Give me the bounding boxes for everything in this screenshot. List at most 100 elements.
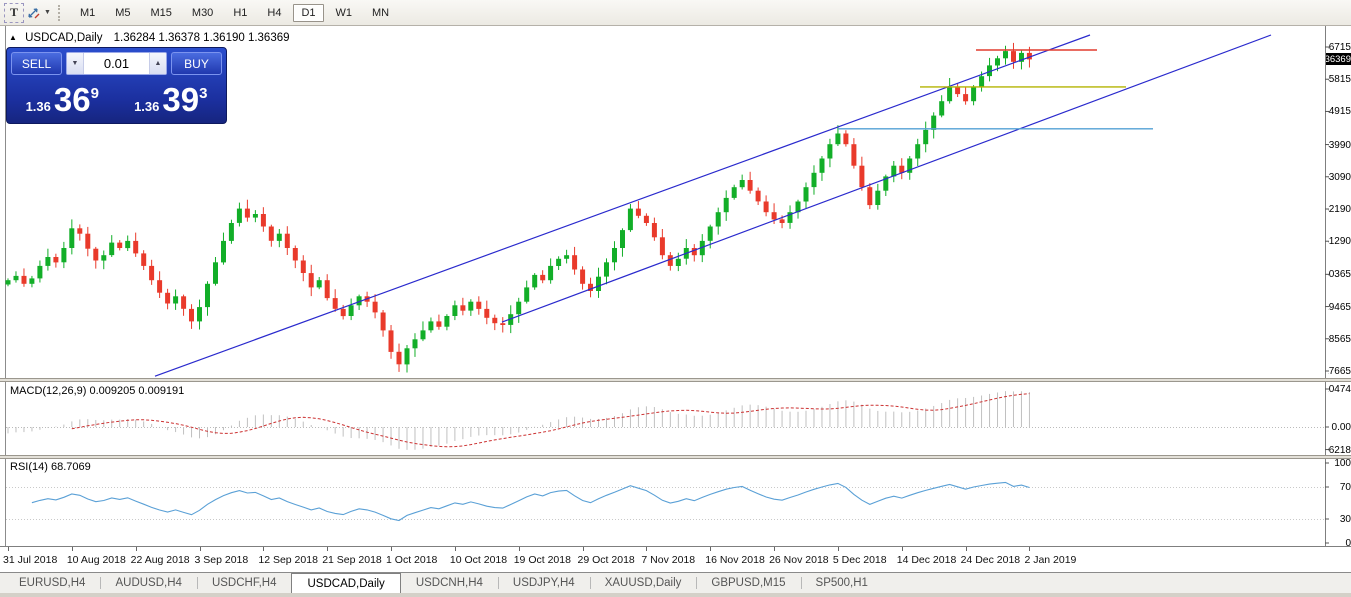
date-tick	[199, 547, 201, 551]
chart-tab-usdjpy-h4[interactable]: USDJPY,H4	[497, 573, 590, 593]
macd-axis-label: 0.010474	[1328, 384, 1351, 395]
volume-decrease-button[interactable]: ▼	[67, 53, 84, 74]
chart-tab-gbpusd-m15[interactable]: GBPUSD,M15	[696, 573, 800, 593]
sell-button[interactable]: SELL	[11, 52, 62, 75]
sell-price-display[interactable]: 1.36 36 9	[11, 79, 114, 119]
date-tick	[454, 547, 456, 551]
chart-symbol-title: USDCAD,Daily	[25, 32, 103, 44]
current-price-badge: 1.36369	[1326, 53, 1351, 66]
timeframe-button-m1[interactable]: M1	[79, 6, 96, 19]
price-axis-label: 1.36715	[1328, 42, 1351, 53]
timeframe-button-m5[interactable]: M5	[115, 6, 131, 19]
sell-price-big: 36	[53, 81, 91, 118]
price-axis-label: 1.29465	[1328, 301, 1351, 313]
volume-stepper: ▼ ▲	[66, 52, 167, 75]
date-axis-label: 19 Oct 2018	[513, 554, 571, 566]
timeframe-button-h4[interactable]: H4	[267, 6, 282, 19]
date-axis-label: 10 Oct 2018	[449, 554, 508, 566]
date-tick	[391, 547, 393, 551]
date-axis-label: 26 Nov 2018	[769, 554, 829, 566]
window-bottom-strip	[0, 593, 1351, 597]
chart-ohlc-quotes: 1.36284 1.36378 1.36190 1.36369	[113, 32, 290, 44]
chart-tab-audusd-h4[interactable]: AUDUSD,H4	[100, 573, 196, 593]
volume-input[interactable]	[84, 53, 149, 74]
price-axis-label: 1.32190	[1328, 203, 1351, 215]
chevron-down-icon: ▼	[44, 9, 51, 16]
price-axis-label: 1.34915	[1328, 106, 1351, 118]
timeframe-button-m30[interactable]: M30	[191, 6, 214, 19]
buy-price-pip: 3	[199, 85, 208, 102]
date-axis[interactable]: 31 Jul 2018 10 Aug 2018 22 Aug 2018 3 Sep 2…	[0, 546, 1351, 572]
toolbar: T ▼ M1 M5 M15 M30 H1 H4 D1 W1 MN	[0, 0, 1351, 26]
date-tick	[965, 547, 967, 551]
date-tick	[8, 547, 9, 551]
price-axis-label: 1.33090	[1328, 171, 1351, 183]
chart-tab-xauusd-daily[interactable]: XAUUSD,Daily	[589, 573, 697, 593]
date-tick	[327, 547, 329, 551]
buy-price-display[interactable]: 1.36 39 3	[120, 79, 223, 119]
one-click-trading-panel: SELL ▼ ▲ BUY 1.36 36 9 1.36 39 3	[6, 47, 227, 124]
date-tick	[135, 547, 137, 551]
chart-tab-eurusd-h4[interactable]: EURUSD,H4	[19, 577, 86, 589]
date-axis-label: 3 Sep 2018	[194, 554, 249, 566]
rsi-line	[31, 481, 1030, 522]
timeframe-button-h1[interactable]: H1	[233, 6, 248, 19]
chart-tab-sp500-h1[interactable]: SP500,H1	[800, 573, 883, 593]
rsi-axis-label: 0	[1345, 538, 1351, 549]
splitter-macd-rsi	[0, 455, 1351, 459]
candles-series[interactable]	[5, 42, 1032, 373]
channel-upper[interactable]	[154, 34, 1091, 377]
collapse-panel-icon[interactable]: ▲	[9, 33, 17, 42]
chart-header: ▲ USDCAD,Daily 1.36284 1.36378 1.36190 1…	[9, 32, 290, 44]
buy-button[interactable]: BUY	[171, 52, 222, 75]
chart-tab-usdcnh-h4[interactable]: USDCNH,H4	[415, 577, 483, 589]
timeframe-button-w1[interactable]: W1	[335, 6, 353, 19]
date-tick	[518, 547, 520, 551]
toolbar-grip[interactable]	[57, 4, 62, 21]
date-axis-label: 12 Sep 2018	[258, 554, 318, 566]
price-axis-label: 1.27665	[1328, 365, 1351, 377]
date-tick	[774, 547, 776, 551]
arrows-tool-button[interactable]: ▼	[26, 3, 51, 23]
date-axis-label: 24 Dec 2018	[960, 554, 1021, 566]
date-tick	[582, 547, 584, 551]
macd-axis-label: 0.00	[1331, 422, 1351, 433]
macd-histogram	[7, 391, 1030, 450]
timeframe-button-mn[interactable]: MN	[372, 6, 390, 19]
volume-increase-button[interactable]: ▲	[149, 53, 166, 74]
chart-tab-usdchf-h4[interactable]: USDCHF,H4	[196, 573, 292, 593]
date-tick	[71, 547, 73, 551]
macd-signal-line	[71, 393, 1030, 448]
date-axis-label: 31 Jul 2018	[3, 554, 58, 566]
date-tick	[1029, 547, 1031, 551]
buy-price-prefix: 1.36	[134, 99, 160, 114]
date-axis-label: 16 Nov 2018	[705, 554, 765, 566]
date-axis-label: 1 Oct 2018	[386, 554, 438, 566]
chart-tab-bar: EURUSD,H4 AUDUSD,H4 USDCHF,H4 USDCAD,Daily U…	[0, 572, 1351, 593]
chart-window: ▲ USDCAD,Daily 1.36284 1.36378 1.36190 1…	[0, 26, 1351, 572]
price-axis-label: 1.30365	[1328, 269, 1351, 281]
chart-tab-usdcad-daily[interactable]: USDCAD,Daily	[291, 573, 401, 593]
text-label-tool-button[interactable]: T	[4, 2, 24, 23]
sell-price-pip: 9	[90, 85, 99, 102]
date-axis-label: 14 Dec 2018	[896, 554, 957, 566]
buy-price-big: 39	[162, 81, 200, 118]
timeframe-button-d1[interactable]: D1	[293, 3, 324, 22]
date-tick	[837, 547, 839, 551]
price-axis-label: 1.31290	[1328, 236, 1351, 248]
date-axis-label: 2 Jan 2019	[1024, 554, 1077, 566]
macd-indicator-label: MACD(12,26,9) 0.009205 0.009191	[10, 385, 185, 397]
chart-canvas[interactable]	[0, 26, 1351, 546]
channel-lower[interactable]	[501, 34, 1272, 323]
price-axis-label: 1.33990	[1328, 139, 1351, 151]
timeframe-button-m15[interactable]: M15	[150, 6, 172, 19]
timeframe-toolbar: M1 M5 M15 M30 H1 H4 D1 W1 MN	[70, 3, 399, 22]
date-axis-label: 5 Dec 2018	[832, 554, 887, 566]
date-axis-label: 29 Oct 2018	[577, 554, 635, 566]
price-axis-label: 1.28565	[1328, 333, 1351, 345]
sell-price-prefix: 1.36	[25, 99, 51, 114]
date-tick	[263, 547, 265, 551]
splitter-price-macd	[0, 378, 1351, 382]
date-tick	[710, 547, 712, 551]
